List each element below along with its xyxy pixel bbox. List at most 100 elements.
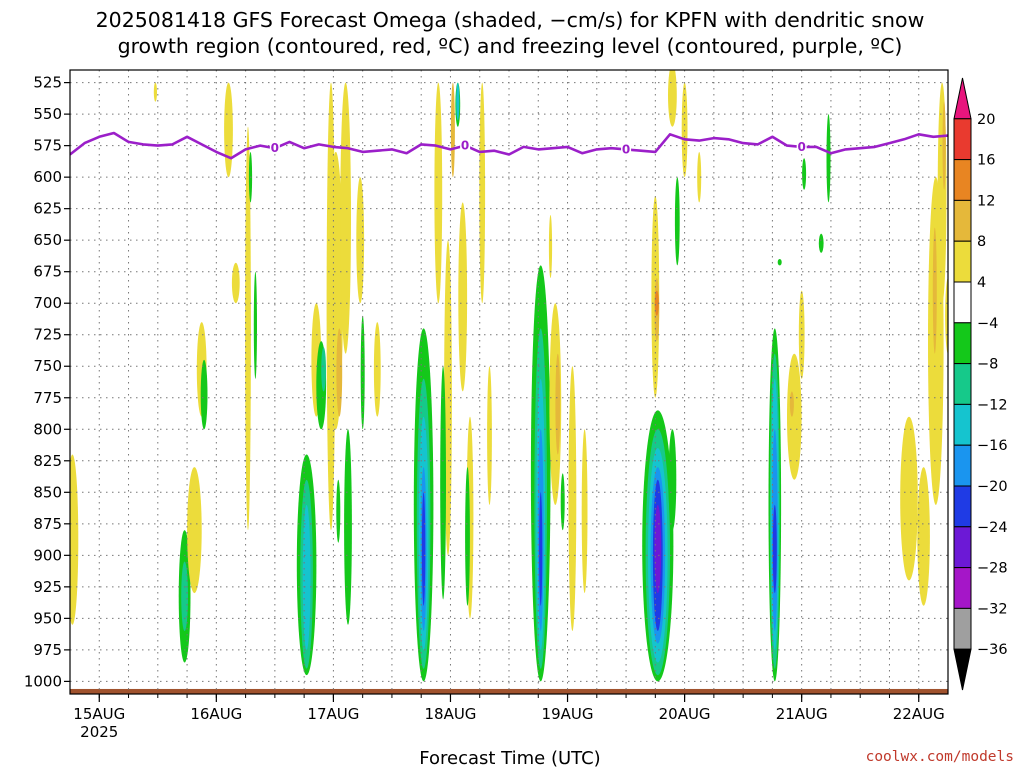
x-tick-label: 18AUG: [424, 705, 476, 723]
omega-region-21: [340, 82, 351, 354]
x-tick-label: 17AUG: [307, 705, 359, 723]
omega-region-32: [434, 82, 443, 304]
omega-region-4: [187, 467, 202, 594]
colorbar-label: 4: [977, 275, 986, 291]
omega-region-67: [697, 152, 702, 203]
credit-text: coolwx.com/models: [866, 749, 1014, 765]
omega-region-81: [917, 467, 930, 606]
y-tick-label: 650: [33, 231, 62, 249]
y-tick-label: 875: [33, 515, 62, 533]
omega-region-74: [789, 391, 794, 417]
omega-region-11: [253, 271, 257, 379]
colorbar-label: 12: [977, 193, 995, 209]
colorbar-legend: 20 16 12 8 4 −4 −8 −12 −16 −20 −24 −28 −32 −36: [953, 77, 1008, 691]
colorbar-label: −12: [977, 397, 1008, 413]
y-tick-label: 850: [33, 483, 62, 501]
colorbar-label: −8: [977, 357, 998, 373]
x-tick-label: 20AUG: [659, 705, 711, 723]
x-tick-label: 15AUG: [73, 705, 125, 723]
omega-region-7: [224, 82, 233, 178]
y-tick-label: 725: [33, 326, 62, 344]
y-tick-label: 525: [33, 74, 62, 92]
omega-region-76: [802, 158, 807, 190]
omega-region-31: [421, 492, 426, 606]
y-axis: 525 550 575 600 625 650 675 700 725 750 775 800 825 8…: [24, 74, 70, 690]
omega-region-9: [245, 126, 251, 531]
omega-region-63: [654, 290, 659, 316]
chart-title-line2: growth region (contoured, red, ºC) and f…: [118, 34, 903, 58]
x-tick-label: 19AUG: [542, 705, 594, 723]
colorbar-label: −4: [977, 316, 998, 332]
grid-lines: [70, 70, 948, 694]
freezing-label-bg: [621, 141, 632, 156]
omega-region-85: [942, 101, 946, 190]
colorbar-label: −28: [977, 561, 1008, 577]
omega-region-51: [568, 366, 577, 631]
colorbar-label: −32: [977, 601, 1008, 617]
colorbar-swatch: [953, 485, 972, 528]
colorbar-swatch: [953, 526, 972, 569]
freezing-label-bg: [796, 138, 807, 153]
omega-region-0: [70, 454, 79, 625]
y-tick-label: 675: [33, 263, 62, 281]
terrain-band: [70, 688, 948, 694]
colorbar-swatch: [953, 240, 972, 283]
colorbar-swatch: [953, 159, 972, 201]
omega-region-38: [458, 202, 468, 392]
omega-region-79: [777, 259, 782, 266]
y-tick-label: 925: [33, 578, 62, 596]
omega-region-3: [181, 561, 189, 631]
y-tick-label: 625: [33, 200, 62, 218]
colorbar-swatch: [953, 118, 972, 161]
freezing-level-label: 0: [271, 141, 279, 155]
colorbar-label: 20: [977, 112, 995, 128]
y-tick-label: 1000: [24, 672, 62, 690]
omega-region-72: [772, 504, 777, 594]
y-tick-label: 775: [33, 389, 62, 407]
colorbar-label: −36: [977, 642, 1008, 658]
x-tick-label: 16AUG: [190, 705, 242, 723]
y-tick-label: 550: [33, 105, 62, 123]
y-tick-label: 575: [33, 137, 62, 155]
y-tick-label: 600: [33, 168, 62, 186]
colorbar-swatch: [953, 322, 972, 365]
x-axis-label: Forecast Time (UTC): [419, 748, 600, 768]
y-tick-label: 975: [33, 641, 62, 659]
colorbar-swatch: [953, 403, 972, 446]
omega-region-41: [479, 82, 486, 304]
omega-region-84: [932, 227, 937, 354]
x-tick-label: 21AUG: [776, 705, 828, 723]
colorbar-label: 8: [977, 234, 986, 250]
omega-region-1: [153, 82, 157, 102]
colorbar-swatch: [953, 199, 972, 242]
omega-region-26: [373, 322, 381, 417]
freezing-label-bg: [269, 140, 280, 155]
colorbar-swatch: [953, 363, 972, 405]
omega-region-23: [344, 429, 352, 625]
x-tick-sublabel: 2025: [80, 723, 118, 741]
omega-region-14: [302, 504, 311, 650]
omega-region-8: [231, 262, 240, 304]
colorbar-swatch: [953, 444, 972, 487]
omega-region-73: [787, 353, 802, 480]
y-tick-label: 825: [33, 452, 62, 470]
omega-region-17: [321, 347, 326, 392]
omega-region-60: [668, 429, 677, 531]
omega-region-48: [549, 303, 562, 505]
y-tick-label: 900: [33, 546, 62, 564]
omega-region-64: [674, 177, 680, 266]
plot-area: [70, 70, 948, 694]
colorbar-label: −16: [977, 438, 1008, 454]
omega-region-77: [826, 114, 831, 203]
freezing-level-label: 0: [461, 139, 469, 153]
omega-region-42: [487, 366, 492, 505]
colorbar-arrow-up: [953, 77, 972, 120]
omega-region-52: [581, 429, 588, 594]
omega-region-25: [360, 315, 365, 430]
freezing-label-bg: [460, 137, 471, 152]
freezing-level-label: 0: [622, 142, 630, 156]
y-tick-label: 950: [33, 609, 62, 627]
omega-region-20: [336, 328, 343, 417]
